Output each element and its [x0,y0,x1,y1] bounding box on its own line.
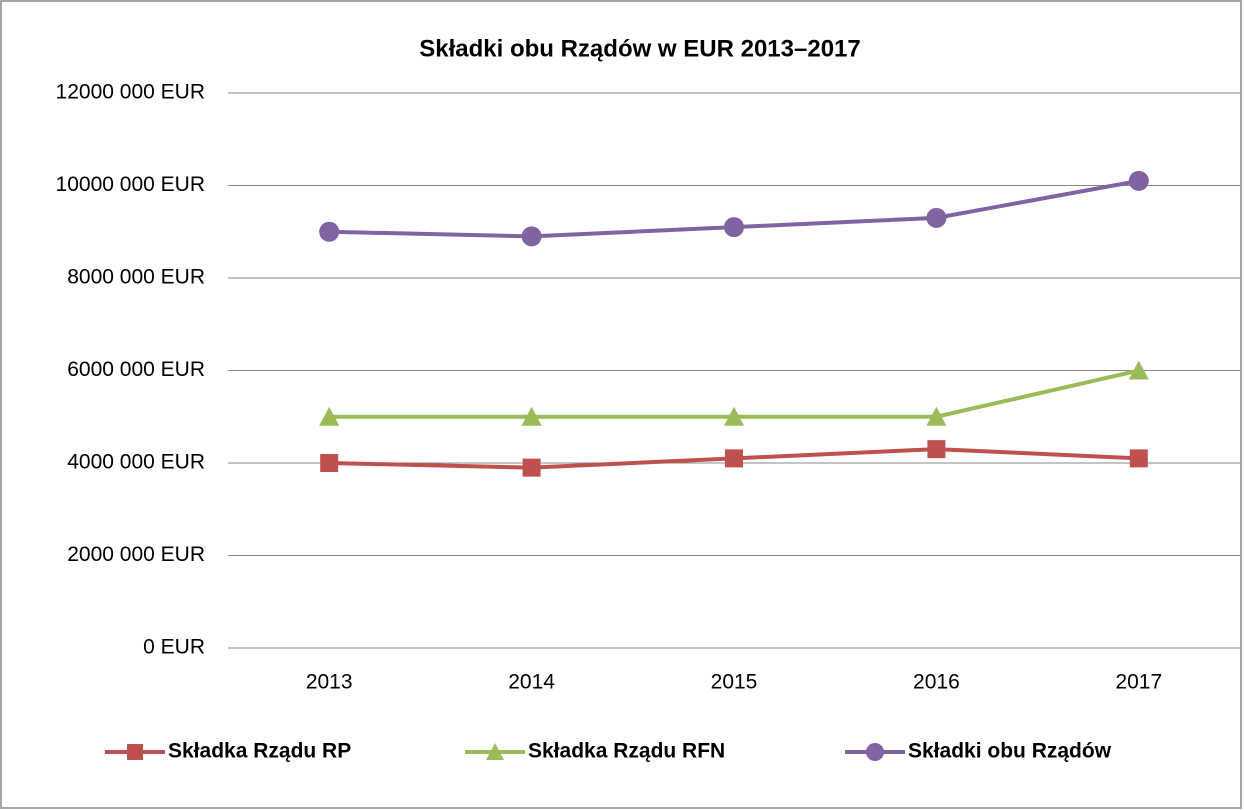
legend-label: Składka Rządu RFN [528,740,725,763]
y-tick-label: 12000 000 EUR [56,81,205,104]
y-tick-label: 2000 000 EUR [67,543,205,566]
chart-title: Składki obu Rządów w EUR 2013–2017 [419,35,861,62]
marker [319,221,340,242]
y-tick-label: 10000 000 EUR [56,173,205,196]
marker [927,440,946,459]
legend-label: Składki obu Rządów [908,740,1112,763]
marker [1128,360,1149,380]
marker [866,743,884,761]
marker [521,226,542,247]
y-tick-label: 8000 000 EUR [67,266,205,289]
x-tick-label: 2013 [306,671,353,694]
y-tick-label: 4000 000 EUR [67,451,205,474]
marker [127,744,143,760]
y-tick-label: 6000 000 EUR [67,358,205,381]
marker [926,207,947,228]
marker [320,454,339,472]
legend-label: Składka Rządu RP [168,740,351,763]
marker [319,406,340,426]
x-tick-label: 2017 [1115,671,1162,694]
marker [521,406,542,426]
marker [724,406,744,426]
y-tick-label: 0 EUR [143,636,205,659]
x-tick-label: 2016 [913,671,960,694]
marker [926,406,947,426]
x-tick-label: 2015 [711,671,758,694]
marker [486,743,504,760]
marker [1129,449,1148,468]
marker [725,449,743,468]
x-tick-label: 2014 [508,671,555,694]
marker [724,217,744,238]
marker [522,458,541,477]
marker [1128,170,1149,191]
